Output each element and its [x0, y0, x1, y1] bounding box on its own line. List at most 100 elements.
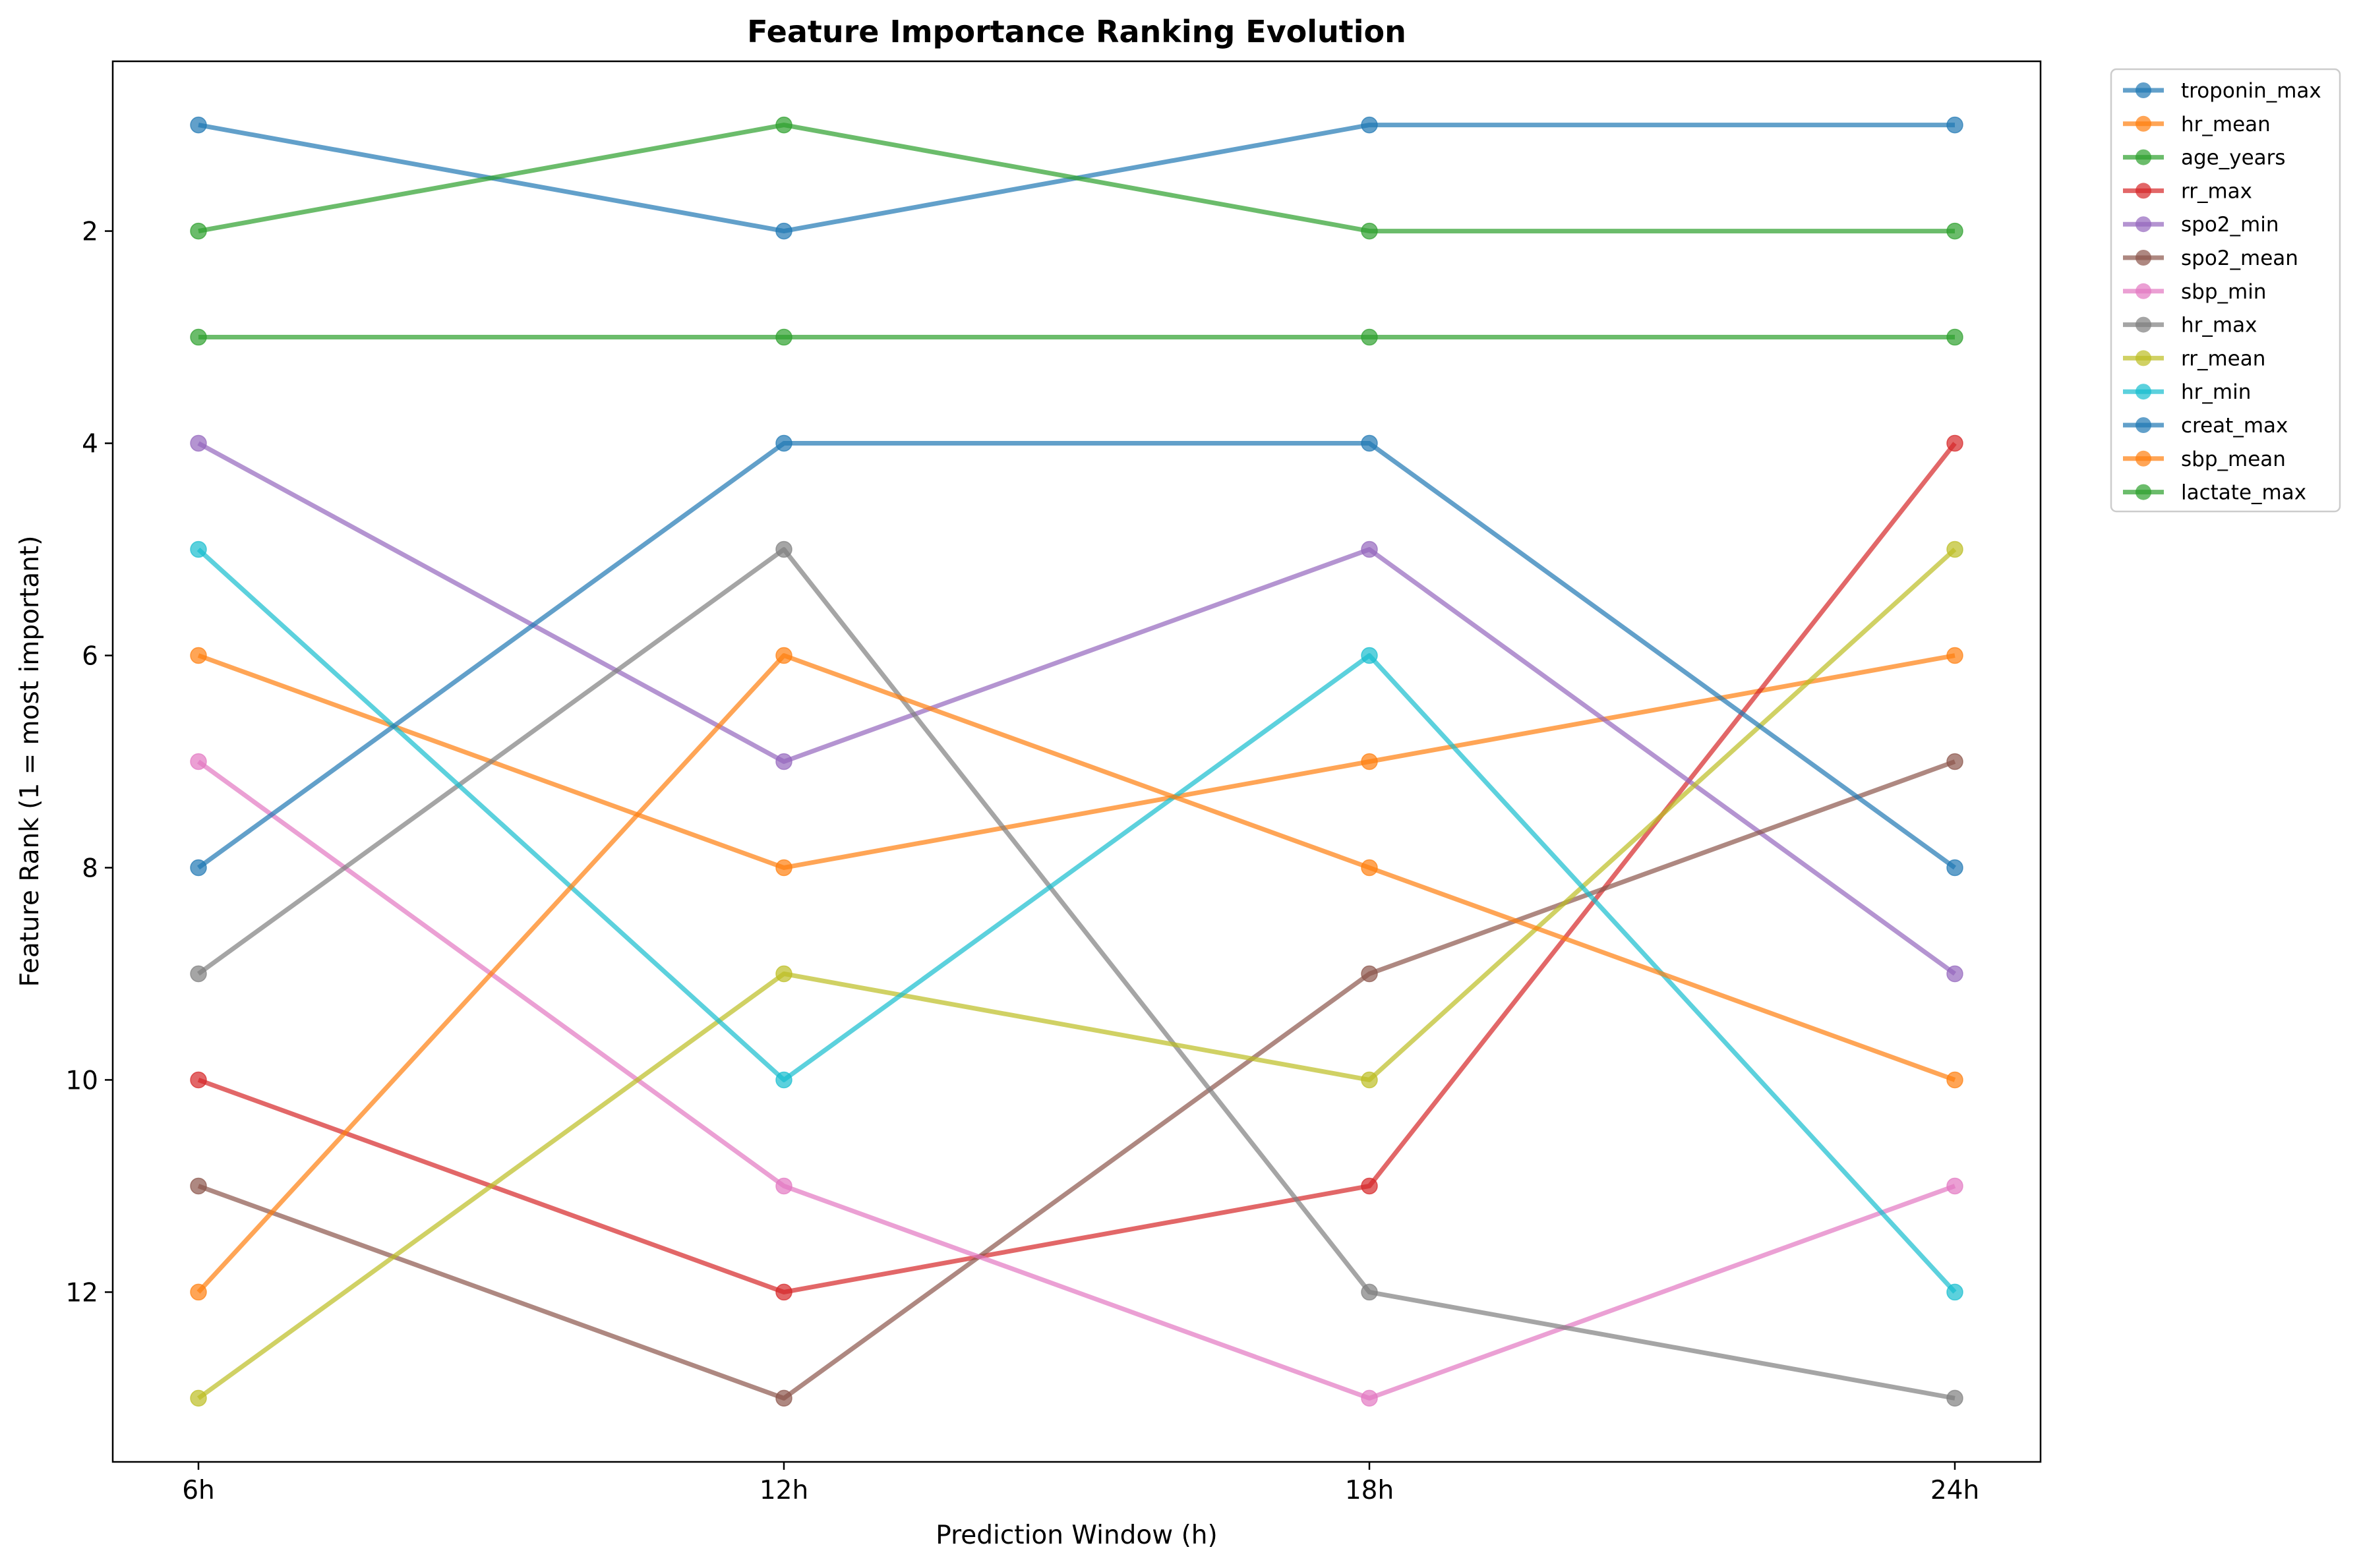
data-point — [1361, 1071, 1378, 1089]
series-hr-max — [190, 540, 1963, 1407]
data-point — [1946, 1283, 1963, 1301]
data-point — [775, 1389, 792, 1407]
legend-marker — [2135, 450, 2151, 467]
y-axis-label: Feature Rank (1 = most important) — [15, 536, 45, 987]
legend-label: rr_max — [2181, 179, 2252, 203]
data-point — [1361, 328, 1378, 346]
data-point — [1946, 1389, 1963, 1407]
data-point — [1946, 434, 1963, 452]
data-point — [1946, 965, 1963, 983]
legend-marker — [2135, 149, 2151, 165]
series-lactate-max — [190, 328, 1963, 346]
legend-item: sbp_mean — [2123, 448, 2286, 471]
data-point — [190, 222, 207, 240]
data-point — [775, 753, 792, 770]
x-axis-label: Prediction Window (h) — [936, 1521, 1217, 1550]
y-tick-label: 6 — [82, 642, 98, 672]
data-point — [1946, 116, 1963, 134]
legend-item: troponin_max — [2123, 79, 2321, 103]
data-point — [775, 116, 792, 134]
legend-label: lactate_max — [2181, 481, 2306, 505]
legend-item: rr_mean — [2123, 347, 2265, 370]
x-tick-label: 12h — [760, 1476, 808, 1505]
series-line — [198, 123, 1955, 234]
data-point — [190, 1071, 207, 1089]
data-point — [1946, 753, 1963, 770]
legend-marker — [2135, 82, 2151, 98]
series-spo2-min — [190, 434, 1963, 983]
legend-label: spo2_mean — [2181, 247, 2298, 270]
data-point — [775, 1283, 792, 1301]
series-spo2-mean — [190, 753, 1963, 1407]
legend-marker — [2135, 484, 2151, 500]
data-point — [1946, 1071, 1963, 1089]
data-point — [1361, 540, 1378, 558]
legend-label: rr_mean — [2181, 347, 2265, 370]
data-point — [190, 328, 207, 346]
legend-label: hr_mean — [2181, 113, 2271, 136]
y-tick-label: 10 — [65, 1066, 98, 1095]
data-point — [775, 647, 792, 664]
data-point — [190, 116, 207, 134]
legend-label: hr_min — [2181, 380, 2251, 404]
data-point — [190, 647, 207, 664]
series-line — [196, 653, 1956, 1294]
legend: troponin_max hr_mean age_years rr_max spo2_m… — [2110, 68, 2341, 513]
data-point — [775, 540, 792, 558]
data-point — [190, 540, 207, 558]
legend-marker — [2135, 216, 2151, 233]
legend-marker — [2135, 115, 2151, 132]
data-point — [1361, 116, 1378, 134]
legend-item: creat_max — [2123, 414, 2288, 438]
data-point — [775, 328, 792, 346]
legend-item: age_years — [2123, 146, 2286, 170]
data-point — [1946, 328, 1963, 346]
series-line — [197, 441, 1957, 976]
data-point — [190, 434, 207, 452]
series-rr-mean — [190, 540, 1963, 1407]
legend-item: hr_min — [2123, 380, 2251, 404]
data-point — [1361, 647, 1378, 664]
data-point — [1946, 647, 1963, 664]
data-point — [775, 222, 792, 240]
data-point — [1361, 222, 1378, 240]
data-point — [1361, 1177, 1378, 1195]
series-line — [197, 759, 1956, 1401]
series-sbp-mean — [190, 647, 1963, 1301]
data-point — [775, 434, 792, 452]
x-tick-label: 24h — [1930, 1476, 1979, 1505]
data-point — [1946, 222, 1963, 240]
x-axis: 6h 12h 18h 24h — [182, 1462, 1979, 1505]
legend-item: hr_max — [2123, 314, 2257, 337]
legend-marker — [2135, 316, 2151, 333]
legend-label: hr_max — [2181, 314, 2257, 337]
data-point — [1361, 434, 1378, 452]
legend-item: sbp_min — [2123, 280, 2266, 304]
data-point — [1361, 1283, 1378, 1301]
legend-label: sbp_min — [2181, 280, 2266, 304]
legend-frame — [2110, 68, 2341, 513]
data-point — [190, 753, 207, 770]
data-point — [1361, 859, 1378, 877]
data-point — [775, 1071, 792, 1089]
series-creat-max — [190, 434, 1963, 877]
legend-label: creat_max — [2181, 414, 2288, 438]
data-point — [190, 1283, 207, 1301]
data-point — [1946, 1177, 1963, 1195]
series-line — [196, 441, 1957, 870]
chart-title: Feature Importance Ranking Evolution — [747, 14, 1406, 49]
x-tick-label: 6h — [182, 1476, 215, 1505]
legend-item: lactate_max — [2123, 481, 2306, 505]
series-line — [196, 547, 1956, 1401]
data-point — [1361, 753, 1378, 770]
data-point — [775, 965, 792, 983]
data-point — [1361, 1389, 1378, 1407]
data-point — [190, 965, 207, 983]
series-line — [196, 547, 1957, 1401]
legend-items: troponin_max hr_mean age_years rr_max spo2_m… — [2123, 79, 2321, 505]
data-point — [1946, 540, 1963, 558]
data-point — [190, 859, 207, 877]
data-point — [1361, 965, 1378, 983]
legend-marker — [2135, 417, 2151, 433]
